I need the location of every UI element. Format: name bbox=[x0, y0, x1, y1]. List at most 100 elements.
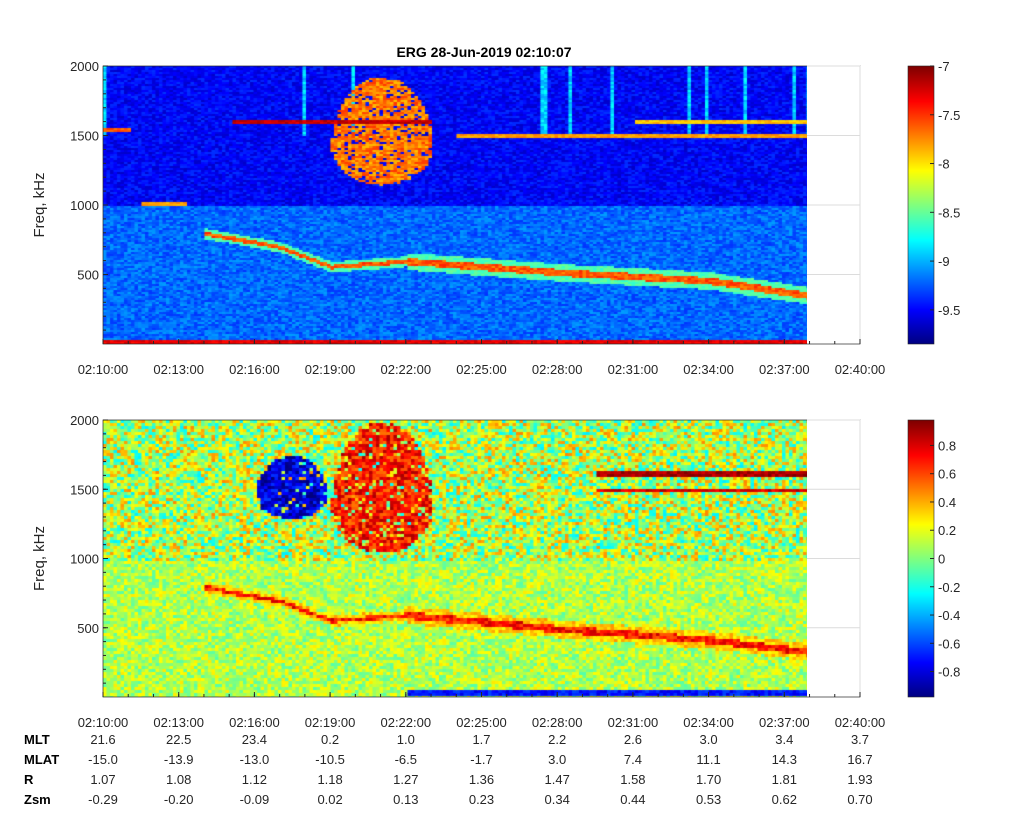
ephemeris-value: 0.62 bbox=[772, 792, 797, 807]
ephemeris-value: -0.29 bbox=[88, 792, 118, 807]
colorbar-top bbox=[908, 66, 934, 344]
ephemeris-value: -1.7 bbox=[470, 752, 492, 767]
plot-frame bbox=[102, 65, 861, 345]
ephemeris-value: 7.4 bbox=[624, 752, 642, 767]
ephemeris-row-label: Zsm bbox=[24, 792, 51, 807]
ephemeris-value: 0.13 bbox=[393, 792, 418, 807]
ephemeris-value: 1.47 bbox=[545, 772, 570, 787]
x-tick-label: 02:28:00 bbox=[532, 715, 583, 730]
ephemeris-value: 1.08 bbox=[166, 772, 191, 787]
ephemeris-row-label: R bbox=[24, 772, 34, 787]
ephemeris-value: 1.7 bbox=[472, 732, 490, 747]
y-tick-label: 1500 bbox=[70, 129, 99, 144]
y-axis-label: Freq, kHz bbox=[31, 526, 48, 591]
colorbar-frame bbox=[907, 65, 935, 345]
ephemeris-value: 16.7 bbox=[847, 752, 872, 767]
x-tick-label: 02:25:00 bbox=[456, 362, 507, 377]
colorbar-tick-label: -0.2 bbox=[938, 580, 960, 595]
x-tick-label: 02:19:00 bbox=[305, 362, 356, 377]
ephemeris-value: 14.3 bbox=[772, 752, 797, 767]
x-tick-label: 02:13:00 bbox=[153, 362, 204, 377]
x-tick-label: 02:34:00 bbox=[683, 362, 734, 377]
y-tick-label: 2000 bbox=[70, 413, 99, 428]
colorbar-tick-label: -9 bbox=[938, 254, 950, 269]
ephemeris-value: 1.81 bbox=[772, 772, 797, 787]
ephemeris-row-label: MLAT bbox=[24, 752, 59, 767]
colorbar-tick-label: 0.2 bbox=[938, 523, 956, 538]
x-tick-label: 02:40:00 bbox=[835, 715, 886, 730]
x-tick-label: 02:22:00 bbox=[380, 715, 431, 730]
x-tick-label: 02:37:00 bbox=[759, 362, 810, 377]
colorbar-tick-label: 0.4 bbox=[938, 495, 956, 510]
x-tick-label: 02:16:00 bbox=[229, 362, 280, 377]
ephemeris-value: 3.0 bbox=[700, 732, 718, 747]
colorbar-tick-label: -7.5 bbox=[938, 108, 960, 123]
x-tick-label: 02:25:00 bbox=[456, 715, 507, 730]
x-tick-label: 02:28:00 bbox=[532, 362, 583, 377]
ephemeris-value: 1.12 bbox=[242, 772, 267, 787]
colorbar-tick-label: 0.6 bbox=[938, 467, 956, 482]
colorbar-tick-label: 0.8 bbox=[938, 438, 956, 453]
ephemeris-value: 23.4 bbox=[242, 732, 267, 747]
x-tick-label: 02:16:00 bbox=[229, 715, 280, 730]
ephemeris-value: -13.9 bbox=[164, 752, 194, 767]
y-tick-label: 1000 bbox=[70, 198, 99, 213]
y-tick-label: 500 bbox=[77, 621, 99, 636]
colorbar-tick-label: -7 bbox=[938, 59, 950, 74]
ephemeris-value: 1.70 bbox=[696, 772, 721, 787]
x-tick-label: 02:22:00 bbox=[380, 362, 431, 377]
y-tick-label: 500 bbox=[77, 268, 99, 283]
ephemeris-value: 2.6 bbox=[624, 732, 642, 747]
ephemeris-value: 3.0 bbox=[548, 752, 566, 767]
ephemeris-value: 2.2 bbox=[548, 732, 566, 747]
ephemeris-value: 22.5 bbox=[166, 732, 191, 747]
ephemeris-value: 1.58 bbox=[620, 772, 645, 787]
ephemeris-value: -10.5 bbox=[315, 752, 345, 767]
spectrogram-top-image bbox=[103, 66, 807, 344]
ephemeris-row-label: MLT bbox=[24, 732, 50, 747]
ephemeris-value: -6.5 bbox=[395, 752, 417, 767]
chart-title: ERG 28-Jun-2019 02:10:07 bbox=[396, 44, 571, 60]
ephemeris-value: 1.36 bbox=[469, 772, 494, 787]
y-axis-label: Freq, kHz bbox=[31, 172, 48, 237]
colorbar-tick-label: -8.5 bbox=[938, 205, 960, 220]
ephemeris-value: 1.18 bbox=[317, 772, 342, 787]
ephemeris-value: -0.20 bbox=[164, 792, 194, 807]
ephemeris-value: 3.7 bbox=[851, 732, 869, 747]
ephemeris-value: -0.09 bbox=[240, 792, 270, 807]
ephemeris-value: 0.44 bbox=[620, 792, 645, 807]
colorbar-tick-label: -9.5 bbox=[938, 303, 960, 318]
x-tick-label: 02:31:00 bbox=[608, 715, 659, 730]
x-tick-label: 02:34:00 bbox=[683, 715, 734, 730]
ephemeris-value: 1.0 bbox=[397, 732, 415, 747]
colorbar-bottom bbox=[908, 420, 934, 697]
spectrogram-bottom-image bbox=[103, 420, 807, 697]
colorbar-tick-label: 0 bbox=[938, 552, 945, 567]
ephemeris-value: 11.1 bbox=[696, 752, 720, 767]
colorbar-tick-label: -8 bbox=[938, 157, 950, 172]
ephemeris-value: 1.07 bbox=[90, 772, 115, 787]
x-tick-label: 02:37:00 bbox=[759, 715, 810, 730]
y-tick-label: 2000 bbox=[70, 59, 99, 74]
ephemeris-value: 0.70 bbox=[847, 792, 872, 807]
plot-frame bbox=[102, 419, 861, 698]
x-tick-label: 02:19:00 bbox=[305, 715, 356, 730]
ephemeris-value: 1.93 bbox=[847, 772, 872, 787]
ephemeris-value: 21.6 bbox=[90, 732, 115, 747]
y-tick-label: 1500 bbox=[70, 482, 99, 497]
x-tick-label: 02:40:00 bbox=[835, 362, 886, 377]
ephemeris-value: 0.23 bbox=[469, 792, 494, 807]
x-tick-label: 02:10:00 bbox=[78, 362, 129, 377]
ephemeris-value: -13.0 bbox=[240, 752, 270, 767]
ephemeris-value: -15.0 bbox=[88, 752, 118, 767]
colorbar-tick-label: -0.6 bbox=[938, 636, 960, 651]
y-tick-label: 1000 bbox=[70, 552, 99, 567]
ephemeris-value: 0.53 bbox=[696, 792, 721, 807]
ephemeris-value: 0.2 bbox=[321, 732, 339, 747]
colorbar-tick-label: -0.8 bbox=[938, 665, 960, 680]
ephemeris-value: 0.02 bbox=[317, 792, 342, 807]
ephemeris-value: 1.27 bbox=[393, 772, 418, 787]
x-tick-label: 02:31:00 bbox=[608, 362, 659, 377]
ephemeris-value: 0.34 bbox=[545, 792, 570, 807]
